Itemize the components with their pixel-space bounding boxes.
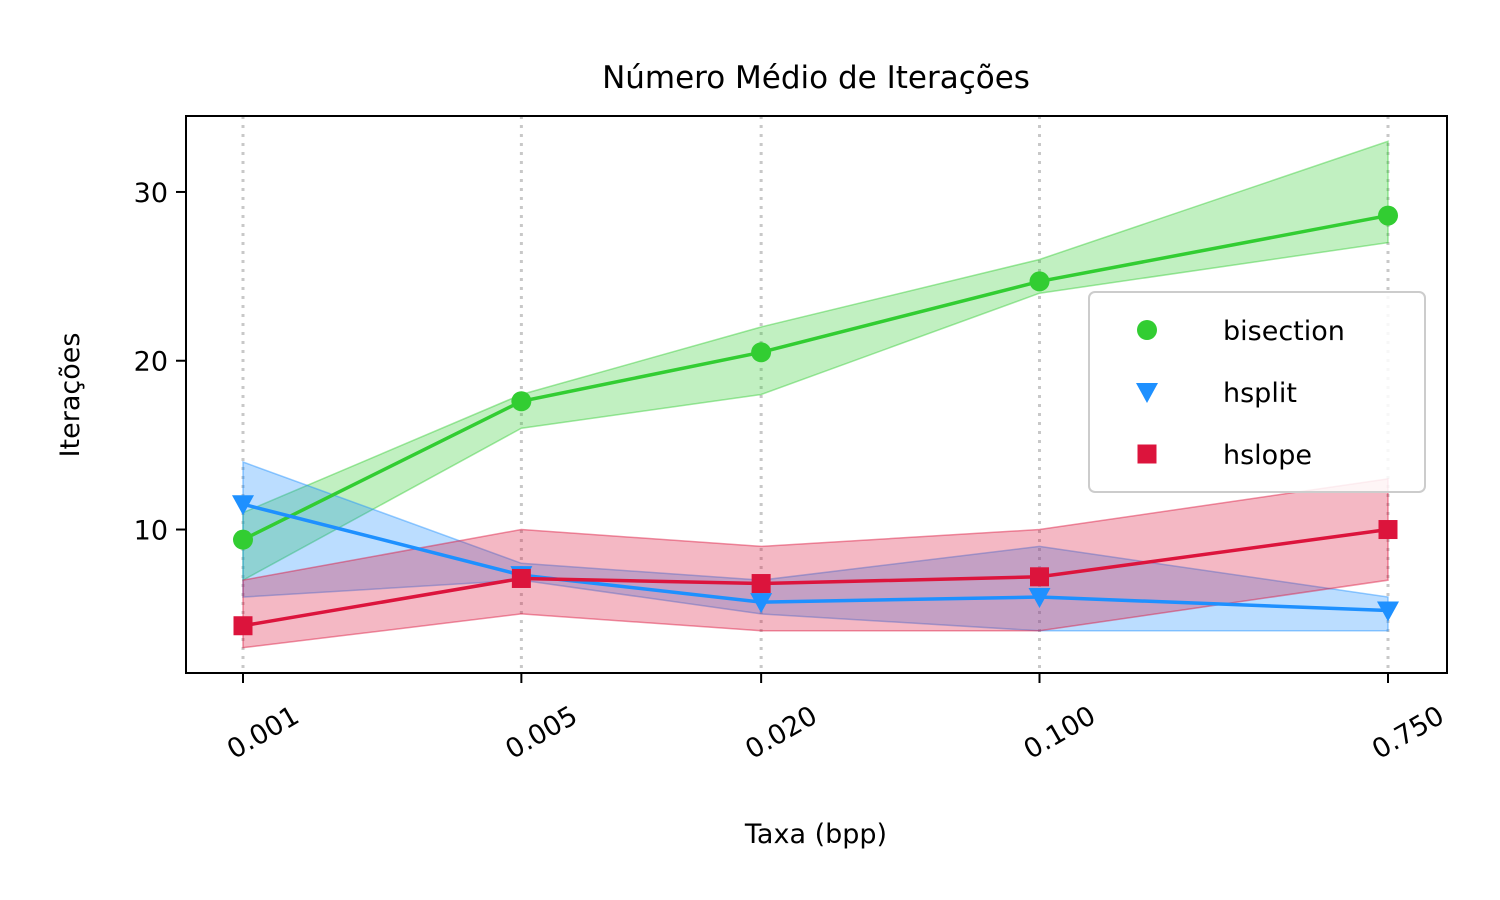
hslope-legend-marker <box>1137 444 1157 464</box>
hsplit-point <box>1377 601 1399 622</box>
x-axis-label: Taxa (bpp) <box>744 819 887 850</box>
bisection-point <box>233 529 253 550</box>
hsplit-legend-marker <box>1136 383 1158 403</box>
hslope-point <box>511 568 531 588</box>
hslope-point <box>751 574 771 594</box>
bisection-legend-label: bisection <box>1223 316 1345 347</box>
hsplit-band <box>242 460 1389 632</box>
hsplit-point <box>750 593 773 614</box>
y-tick-label: 10 <box>134 516 168 547</box>
y-tick-label: 30 <box>134 178 168 209</box>
bisection-point <box>1029 271 1050 292</box>
hslope-legend-label: hslope <box>1223 440 1312 471</box>
bisection-point <box>511 391 532 412</box>
y-axis: 10 20 30 <box>134 178 186 547</box>
bisection-legend-marker <box>1137 320 1157 340</box>
hslope-point <box>1030 567 1050 587</box>
legend-box <box>1088 291 1426 493</box>
bisection-point <box>751 342 772 363</box>
hsplit-legend-label: hsplit <box>1223 378 1297 409</box>
hslope-band <box>242 478 1389 649</box>
bisection-band <box>242 140 1389 582</box>
legend: bisection hsplit hslope <box>1088 291 1426 493</box>
y-tick-label: 20 <box>134 347 168 378</box>
bisection-point <box>1378 205 1398 226</box>
band-layer <box>242 140 1389 649</box>
hslope-point <box>1378 520 1398 540</box>
hsplit-point <box>232 495 254 516</box>
marker-layer <box>232 205 1399 636</box>
y-axis-label: Iterações <box>55 333 86 458</box>
chart-title: Número Médio de Iterações <box>602 60 1030 96</box>
hsplit-point <box>1028 588 1051 609</box>
plot-frame <box>185 115 1448 674</box>
hslope-point <box>233 616 253 636</box>
